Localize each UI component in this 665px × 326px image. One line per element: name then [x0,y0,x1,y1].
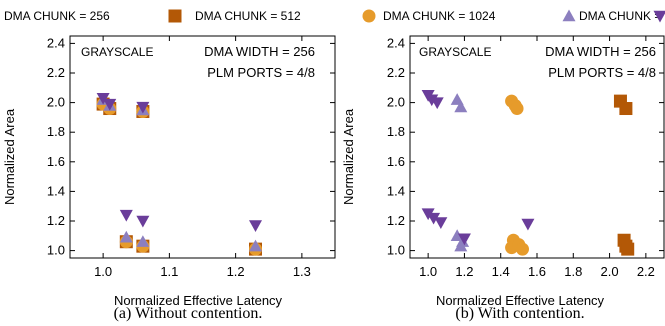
data-point [136,101,150,114]
x-axis-title: Normalized Effective Latency [436,293,605,308]
y-tick-label: 1.0 [47,243,65,258]
legend-label: DMA CHUNK = 2048 [579,9,665,23]
y-tick-label: 2.2 [47,65,65,80]
data-point [515,242,529,256]
caption-b: (b) With contention. [455,305,584,322]
legend-label: DMA CHUNK = 1024 [383,9,496,23]
chart-with-contention: 1.0 1.2 1.4 1.6 1.8 2.0 2.2 2.4 1.0 1.2 1.4 1.6 1.8 2… [341,35,665,322]
y-tick-label: 1.0 [387,243,405,258]
y-axis-title: Normalized Area [341,108,356,205]
data-point [103,98,117,111]
x-tick-label: 1.6 [528,264,546,279]
data-point [454,239,468,252]
annotation-grayscale: GRAYSCALE [81,45,153,59]
data-point [119,209,133,222]
data-point [96,92,110,105]
data-point [427,212,441,225]
y-tick-label: 2.4 [387,35,405,50]
data-point [249,220,262,232]
data-point [425,94,439,107]
data-point [136,235,150,247]
legend-marker [653,10,665,23]
y-tick-label: 1.4 [387,183,405,198]
data-point [454,100,468,113]
chart-without-contention: 1.0 1.2 1.4 1.6 1.8 2.0 2.2 2.4 1.0 1.1 1.2 1.3 Nor… [2,35,336,322]
x-tick-label: 1.8 [564,264,582,279]
y-tick-label: 1.8 [47,124,65,139]
y-tick-label: 1.2 [47,213,65,228]
y-tick-label: 1.6 [47,154,65,169]
x-tick-label: 1.0 [419,264,437,279]
x-tick-label: 1.0 [94,264,112,279]
data-point [434,217,448,229]
legend-marker [362,9,376,23]
y-tick-label: 1.2 [387,213,405,228]
legend-marker [168,9,182,23]
legend-marker [562,9,576,22]
y-tick-label: 2.0 [387,95,405,110]
annotation-grayscale: GRAYSCALE [419,45,491,59]
data-point [450,229,464,241]
annotation-dma-width: DMA WIDTH = 256 [204,44,315,59]
data-point [457,233,471,246]
data-point [136,215,150,228]
data-point [510,102,524,116]
x-tick-label: 1.4 [492,264,510,279]
annotation-plm-ports: PLM PORTS = 4/8 [548,65,656,80]
y-tick-label: 1.6 [387,154,405,169]
y-tick-label: 2.0 [47,95,65,110]
annotation-dma-width: DMA WIDTH = 256 [545,44,656,59]
data-point [521,218,535,231]
x-axis-title: Normalized Effective Latency [114,293,283,308]
x-tick-label: 1.3 [293,264,311,279]
legend: DMA CHUNK = 256 DMA CHUNK = 512 DMA CHUNK … [4,9,665,23]
data-point [619,102,633,116]
plot-frame [69,35,336,259]
data-point [119,230,133,243]
x-tick-label: 1.1 [160,264,178,279]
data-point [430,97,444,110]
y-tick-label: 2.4 [47,35,65,50]
y-axis-title: Normalized Area [2,108,17,205]
legend-label: DMA CHUNK = 256 [4,9,110,23]
y-tick-label: 1.8 [387,124,405,139]
x-tick-label: 2.0 [601,264,619,279]
caption-a: (a) Without contention. [114,305,263,322]
annotation-plm-ports: PLM PORTS = 4/8 [207,65,315,80]
data-point [249,239,262,252]
legend-label: DMA CHUNK = 512 [195,9,301,23]
x-tick-label: 2.2 [637,264,655,279]
data-point [621,242,635,256]
x-tick-label: 1.2 [227,264,245,279]
y-tick-label: 1.4 [47,183,65,198]
y-tick-label: 2.2 [387,65,405,80]
x-tick-label: 1.2 [455,264,473,279]
